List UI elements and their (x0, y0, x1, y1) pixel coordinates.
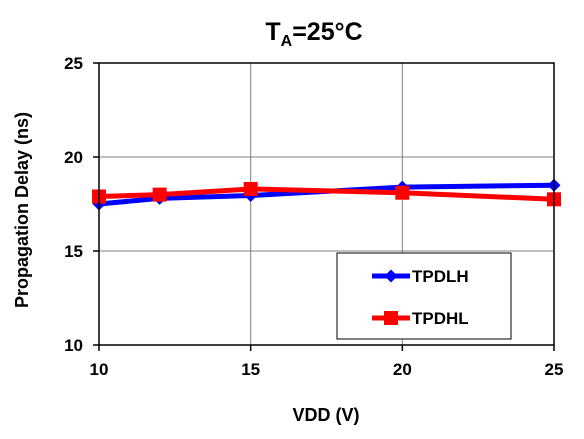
legend: TPDLH TPDHL (336, 252, 512, 340)
y-axis-label: Propagation Delay (ns) (12, 112, 32, 308)
legend-box (336, 252, 512, 340)
series-tpdhl (92, 181, 561, 207)
legend-item: TPDLH (372, 267, 469, 286)
x-axis-label: VDD (V) (293, 405, 360, 425)
plot-frame (98, 62, 555, 346)
legend-swatch-marker (384, 269, 398, 283)
axes: 10 15 20 25 10 15 20 25 (64, 54, 563, 379)
chart-title-suffix: =25°C (292, 18, 362, 46)
chart-title-main: T (265, 18, 280, 46)
legend-label: TPDHL (412, 309, 469, 328)
legend-items: TPDLH TPDHL (372, 267, 469, 328)
chart-title: TA=25°C (265, 18, 362, 50)
x-tick-label: 15 (241, 360, 260, 379)
y-tick-label: 20 (64, 148, 83, 167)
x-tick-label: 25 (545, 360, 564, 379)
legend-item: TPDHL (372, 309, 469, 328)
data-point (395, 185, 410, 200)
data-point (243, 181, 258, 196)
y-tick-label: 10 (64, 336, 83, 355)
x-tick-label: 10 (90, 360, 109, 379)
x-tick-label: 20 (393, 360, 412, 379)
y-tick-label: 25 (64, 54, 83, 73)
y-tick-label: 15 (64, 242, 83, 261)
legend-swatch-marker (384, 311, 398, 325)
legend-label: TPDLH (412, 267, 469, 286)
chart-title-subscript: A (281, 33, 293, 50)
data-point (152, 187, 167, 202)
